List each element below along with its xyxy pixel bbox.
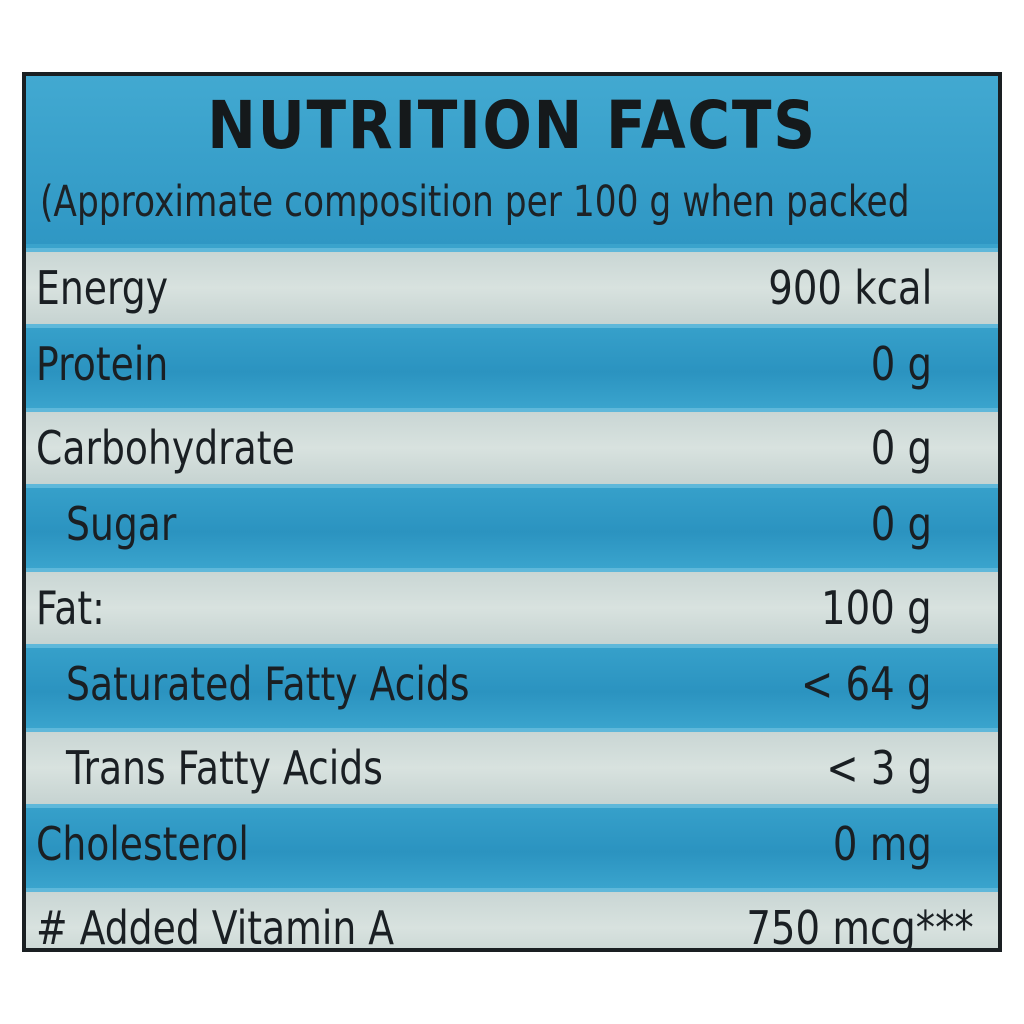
nutrient-value: 0 g: [870, 421, 932, 475]
nutrient-value: 0 g: [870, 497, 932, 551]
nutrient-value: 0 mg: [832, 817, 932, 871]
nutrition-subtitle: (Approximate composition per 100 g when …: [40, 177, 910, 227]
nutrition-header: NUTRITION FACTS (Approximate composition…: [26, 76, 998, 244]
nutrient-row-fat: Fat: 100 g: [26, 568, 998, 648]
nutrient-value: < 64 g: [801, 657, 932, 711]
nutrient-label: # Added Vitamin A: [36, 901, 395, 952]
nutrient-value: 0 g: [870, 337, 932, 391]
nutrient-label: Fat:: [36, 581, 105, 635]
nutrient-label: Trans Fatty Acids: [66, 741, 383, 795]
nutrient-label: Cholesterol: [36, 817, 249, 871]
nutrition-title: NUTRITION FACTS: [207, 87, 817, 164]
nutrient-value: 900 kcal: [767, 261, 932, 315]
nutrition-facts-panel: NUTRITION FACTS (Approximate composition…: [22, 72, 1002, 952]
nutrient-row-trans-fatty-acids: Trans Fatty Acids < 3 g: [26, 728, 998, 808]
nutrient-row-sugar: Sugar 0 g: [26, 488, 998, 568]
nutrient-label: Carbohydrate: [36, 421, 295, 475]
nutrient-value: 750 mcg***: [746, 901, 974, 952]
nutrient-table: Energy 900 kcal Protein 0 g Carbohydrate…: [26, 248, 998, 952]
nutrient-row-cholesterol: Cholesterol 0 mg: [26, 808, 998, 888]
nutrient-row-protein: Protein 0 g: [26, 328, 998, 408]
nutrient-label: Saturated Fatty Acids: [66, 657, 470, 711]
nutrient-label: Energy: [36, 261, 169, 315]
nutrient-label: Protein: [36, 337, 169, 391]
nutrient-row-added-vitamin-a: # Added Vitamin A 750 mcg***: [26, 888, 998, 952]
nutrient-value: 100 g: [821, 581, 932, 635]
nutrient-row-energy: Energy 900 kcal: [26, 248, 998, 328]
nutrient-label: Sugar: [66, 497, 177, 551]
nutrient-row-saturated-fatty-acids: Saturated Fatty Acids < 64 g: [26, 648, 998, 728]
nutrient-value: < 3 g: [825, 741, 932, 795]
nutrient-row-carbohydrate: Carbohydrate 0 g: [26, 408, 998, 488]
